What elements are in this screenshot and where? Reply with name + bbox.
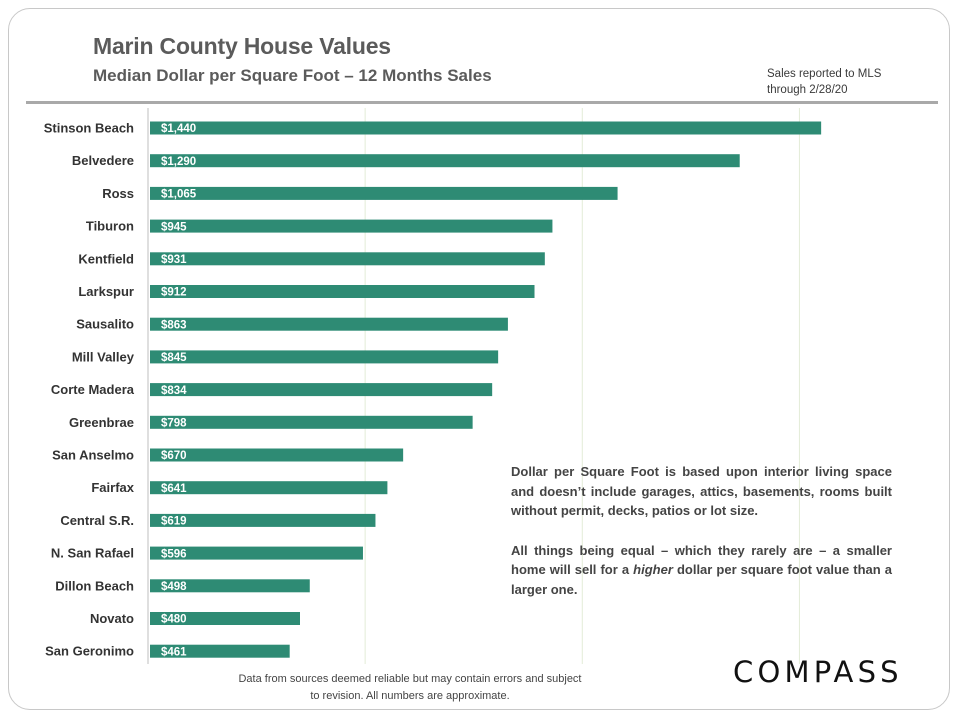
bar	[150, 252, 545, 266]
header-divider	[26, 101, 938, 104]
category-label: Tiburon	[86, 219, 134, 234]
sales-note: Sales reported to MLS through 2/28/20	[767, 66, 881, 98]
data-label: $945	[161, 221, 187, 233]
chart-frame	[8, 8, 950, 710]
category-label: Corte Madera	[51, 382, 135, 397]
annotation-paragraph-2: All things being equal – which they rare…	[511, 541, 892, 600]
bar	[150, 383, 493, 397]
category-label: Ross	[102, 186, 134, 201]
bar	[150, 317, 508, 331]
data-label: $498	[161, 581, 187, 593]
category-label: Kentfield	[78, 251, 134, 266]
bar	[150, 415, 473, 429]
category-label: N. San Rafael	[51, 546, 134, 561]
data-label: $480	[161, 614, 187, 626]
disclaimer-line2: to revision. All numbers are approximate…	[310, 690, 510, 702]
bar	[150, 481, 388, 495]
category-label: Larkspur	[78, 284, 134, 299]
data-label: $641	[161, 483, 187, 495]
annotation-paragraph-1: Dollar per Square Foot is based upon int…	[511, 464, 892, 518]
category-label: Central S.R.	[60, 513, 134, 528]
category-label: Dillon Beach	[55, 578, 134, 593]
bar	[150, 121, 822, 135]
category-label: Belvedere	[72, 153, 134, 168]
bar	[150, 448, 404, 462]
bar	[150, 350, 499, 364]
bar	[150, 186, 618, 200]
annotation-emphasis: higher	[633, 562, 673, 577]
bar	[150, 219, 553, 233]
data-label: $1,440	[161, 123, 196, 135]
sales-note-line1: Sales reported to MLS	[767, 68, 882, 80]
data-label: $1,290	[161, 156, 196, 168]
bar	[150, 579, 310, 593]
category-label: Novato	[90, 611, 134, 626]
data-label: $931	[161, 254, 187, 266]
data-label: $1,065	[161, 189, 197, 201]
annotation-text: All things being equal – which they rare…	[511, 542, 892, 578]
bar	[150, 644, 290, 658]
annotation-box: Dollar per Square Foot is based upon int…	[511, 462, 892, 619]
bar	[150, 154, 740, 168]
category-label: Greenbrae	[69, 415, 134, 430]
data-label: $596	[161, 548, 187, 560]
data-label: $845	[161, 352, 187, 364]
category-label: Stinson Beach	[44, 121, 134, 136]
chart-title: Marin County House Values	[93, 33, 391, 59]
category-label: Sausalito	[76, 317, 134, 332]
chart-subtitle: Median Dollar per Square Foot – 12 Month…	[93, 66, 492, 85]
bar	[150, 612, 300, 625]
annotation-text-end: dollar per square foot value than a larg…	[511, 562, 892, 597]
compass-logo: COMPASS	[733, 655, 903, 689]
bar	[150, 285, 535, 298]
data-label: $619	[161, 516, 187, 528]
category-label: San Anselmo	[52, 448, 134, 463]
data-label: $912	[161, 287, 187, 299]
data-label: $863	[161, 319, 187, 331]
category-label: Mill Valley	[72, 349, 135, 364]
bar	[150, 546, 363, 560]
category-label: Fairfax	[91, 480, 134, 495]
disclaimer-line1: Data from sources deemed reliable but ma…	[238, 673, 582, 685]
data-label: $670	[161, 450, 187, 462]
disclaimer: Data from sources deemed reliable but ma…	[200, 671, 620, 705]
category-label: San Geronimo	[45, 644, 134, 659]
data-label: $461	[161, 646, 187, 658]
data-label: $798	[161, 418, 187, 430]
bar	[150, 513, 376, 527]
data-label: $834	[161, 385, 187, 397]
sales-note-line2: through 2/28/20	[767, 84, 848, 96]
